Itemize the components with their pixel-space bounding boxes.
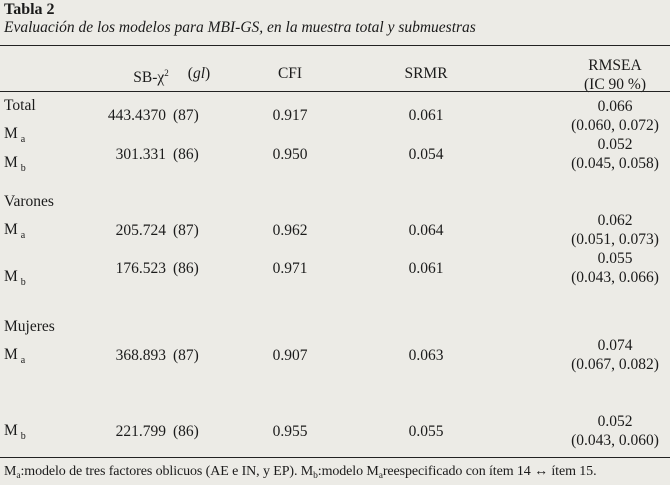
gl-value: (87) xyxy=(173,107,199,124)
gl-value: (87) xyxy=(173,222,199,239)
cfi-value: 0.907 xyxy=(272,347,308,364)
srmr-value: 0.061 xyxy=(408,107,444,124)
header-cfi: CFI xyxy=(277,65,303,82)
header-sb-chi: SB-χ2 xyxy=(126,64,176,87)
rmsea-ci: (0.060, 0.072) xyxy=(571,117,659,134)
srmr-value: 0.061 xyxy=(408,260,444,277)
header-rmsea-line2: (IC 90 %) xyxy=(584,76,646,93)
cfi-value: 0.917 xyxy=(272,107,308,124)
cfi-value: 0.955 xyxy=(272,423,308,440)
rmsea-ci: (0.045, 0.058) xyxy=(571,155,659,172)
sb-chi-value: 221.799 xyxy=(115,423,166,440)
table-subtitle: Evaluación de los modelos para MBI-GS, e… xyxy=(4,19,476,36)
rmsea-value: 0.052 xyxy=(597,136,633,153)
sb-chi-value: 176.523 xyxy=(115,260,166,277)
bottom-rule xyxy=(0,457,670,458)
rmsea-ci: (0.067, 0.082) xyxy=(571,356,659,373)
header-sb-chi-base: SB-χ xyxy=(133,69,165,87)
sb-chi-value: 205.724 xyxy=(115,222,166,239)
gl-value: (86) xyxy=(173,260,199,277)
gl-value: (86) xyxy=(173,423,199,440)
sb-chi-value: 443.4370 xyxy=(107,107,166,124)
srmr-value: 0.064 xyxy=(408,222,444,239)
srmr-value: 0.054 xyxy=(408,146,444,163)
cfi-value: 0.971 xyxy=(272,260,308,277)
gl-value: (87) xyxy=(173,347,199,364)
srmr-value: 0.063 xyxy=(408,347,444,364)
top-rule xyxy=(0,45,670,46)
group-label-varones: Varones xyxy=(4,193,54,210)
table-title: Tabla 2 xyxy=(4,1,55,18)
sb-chi-value: 301.331 xyxy=(115,146,166,163)
header-gl: (gl) xyxy=(187,65,211,82)
gl-value: (86) xyxy=(173,146,199,163)
rmsea-ci: (0.043, 0.060) xyxy=(571,432,659,449)
rmsea-value: 0.074 xyxy=(597,337,633,354)
header-gl-text: gl xyxy=(192,65,206,82)
rmsea-value: 0.066 xyxy=(597,98,633,115)
rmsea-value: 0.052 xyxy=(597,413,633,430)
cfi-value: 0.962 xyxy=(272,222,308,239)
rmsea-value: 0.055 xyxy=(597,250,633,267)
header-rmsea: RMSEA (IC 90 %) xyxy=(570,56,660,94)
rmsea-ci: (0.051, 0.073) xyxy=(571,231,659,248)
header-rule xyxy=(0,91,670,92)
table-note: Ma:modelo de tres factores oblicuos (AE … xyxy=(4,464,597,481)
group-label-mujeres: Mujeres xyxy=(4,318,55,335)
rmsea-value: 0.062 xyxy=(597,212,633,229)
header-srmr: SRMR xyxy=(404,65,448,82)
group-label-total: Total xyxy=(4,97,36,114)
srmr-value: 0.055 xyxy=(408,423,444,440)
header-sb-chi-sup: 2 xyxy=(164,68,169,78)
sb-chi-value: 368.893 xyxy=(115,347,166,364)
header-rmsea-line1: RMSEA xyxy=(588,57,642,74)
cfi-value: 0.950 xyxy=(272,146,308,163)
rmsea-ci: (0.043, 0.066) xyxy=(571,269,659,286)
